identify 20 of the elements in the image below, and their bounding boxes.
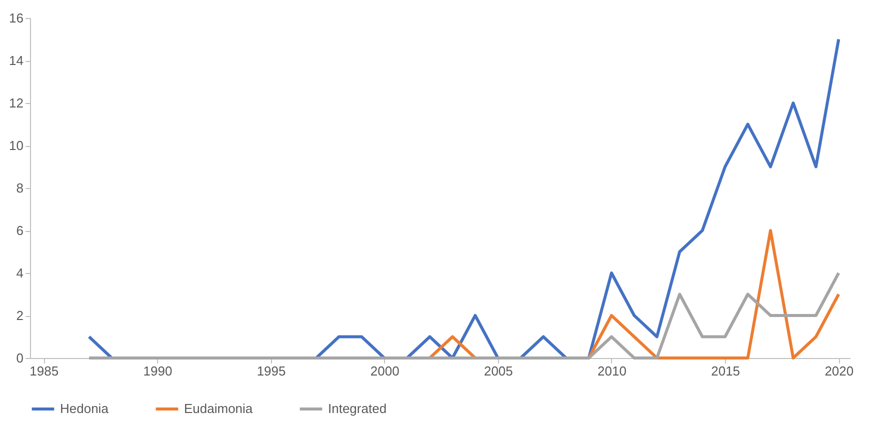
x-tick-label: 2015 [711, 364, 740, 378]
y-tick-label: 10 [9, 138, 24, 153]
y-tick-label: 16 [9, 10, 24, 26]
legend-label: Integrated [328, 401, 387, 416]
x-tick-label: 2010 [598, 364, 626, 378]
y-tick-label: 6 [16, 223, 24, 238]
y-tick-label: 12 [9, 96, 24, 110]
y-tick-label: 2 [16, 308, 24, 323]
legend-label: Eudaimonia [184, 401, 254, 416]
x-tick-label: 2000 [370, 364, 400, 378]
legend-label: Hedonia [60, 401, 110, 416]
y-tick-label: 0 [16, 350, 24, 366]
y-tick-label: 4 [16, 266, 24, 280]
x-tick-label: 2005 [484, 364, 513, 378]
x-tick-label: 1995 [256, 364, 286, 378]
x-tick-label: 2020 [824, 364, 854, 378]
x-tick-label: 1990 [143, 364, 172, 378]
y-tick-label: 14 [9, 53, 24, 68]
x-tick-label: 1985 [30, 364, 59, 378]
y-tick-label: 8 [16, 180, 24, 196]
